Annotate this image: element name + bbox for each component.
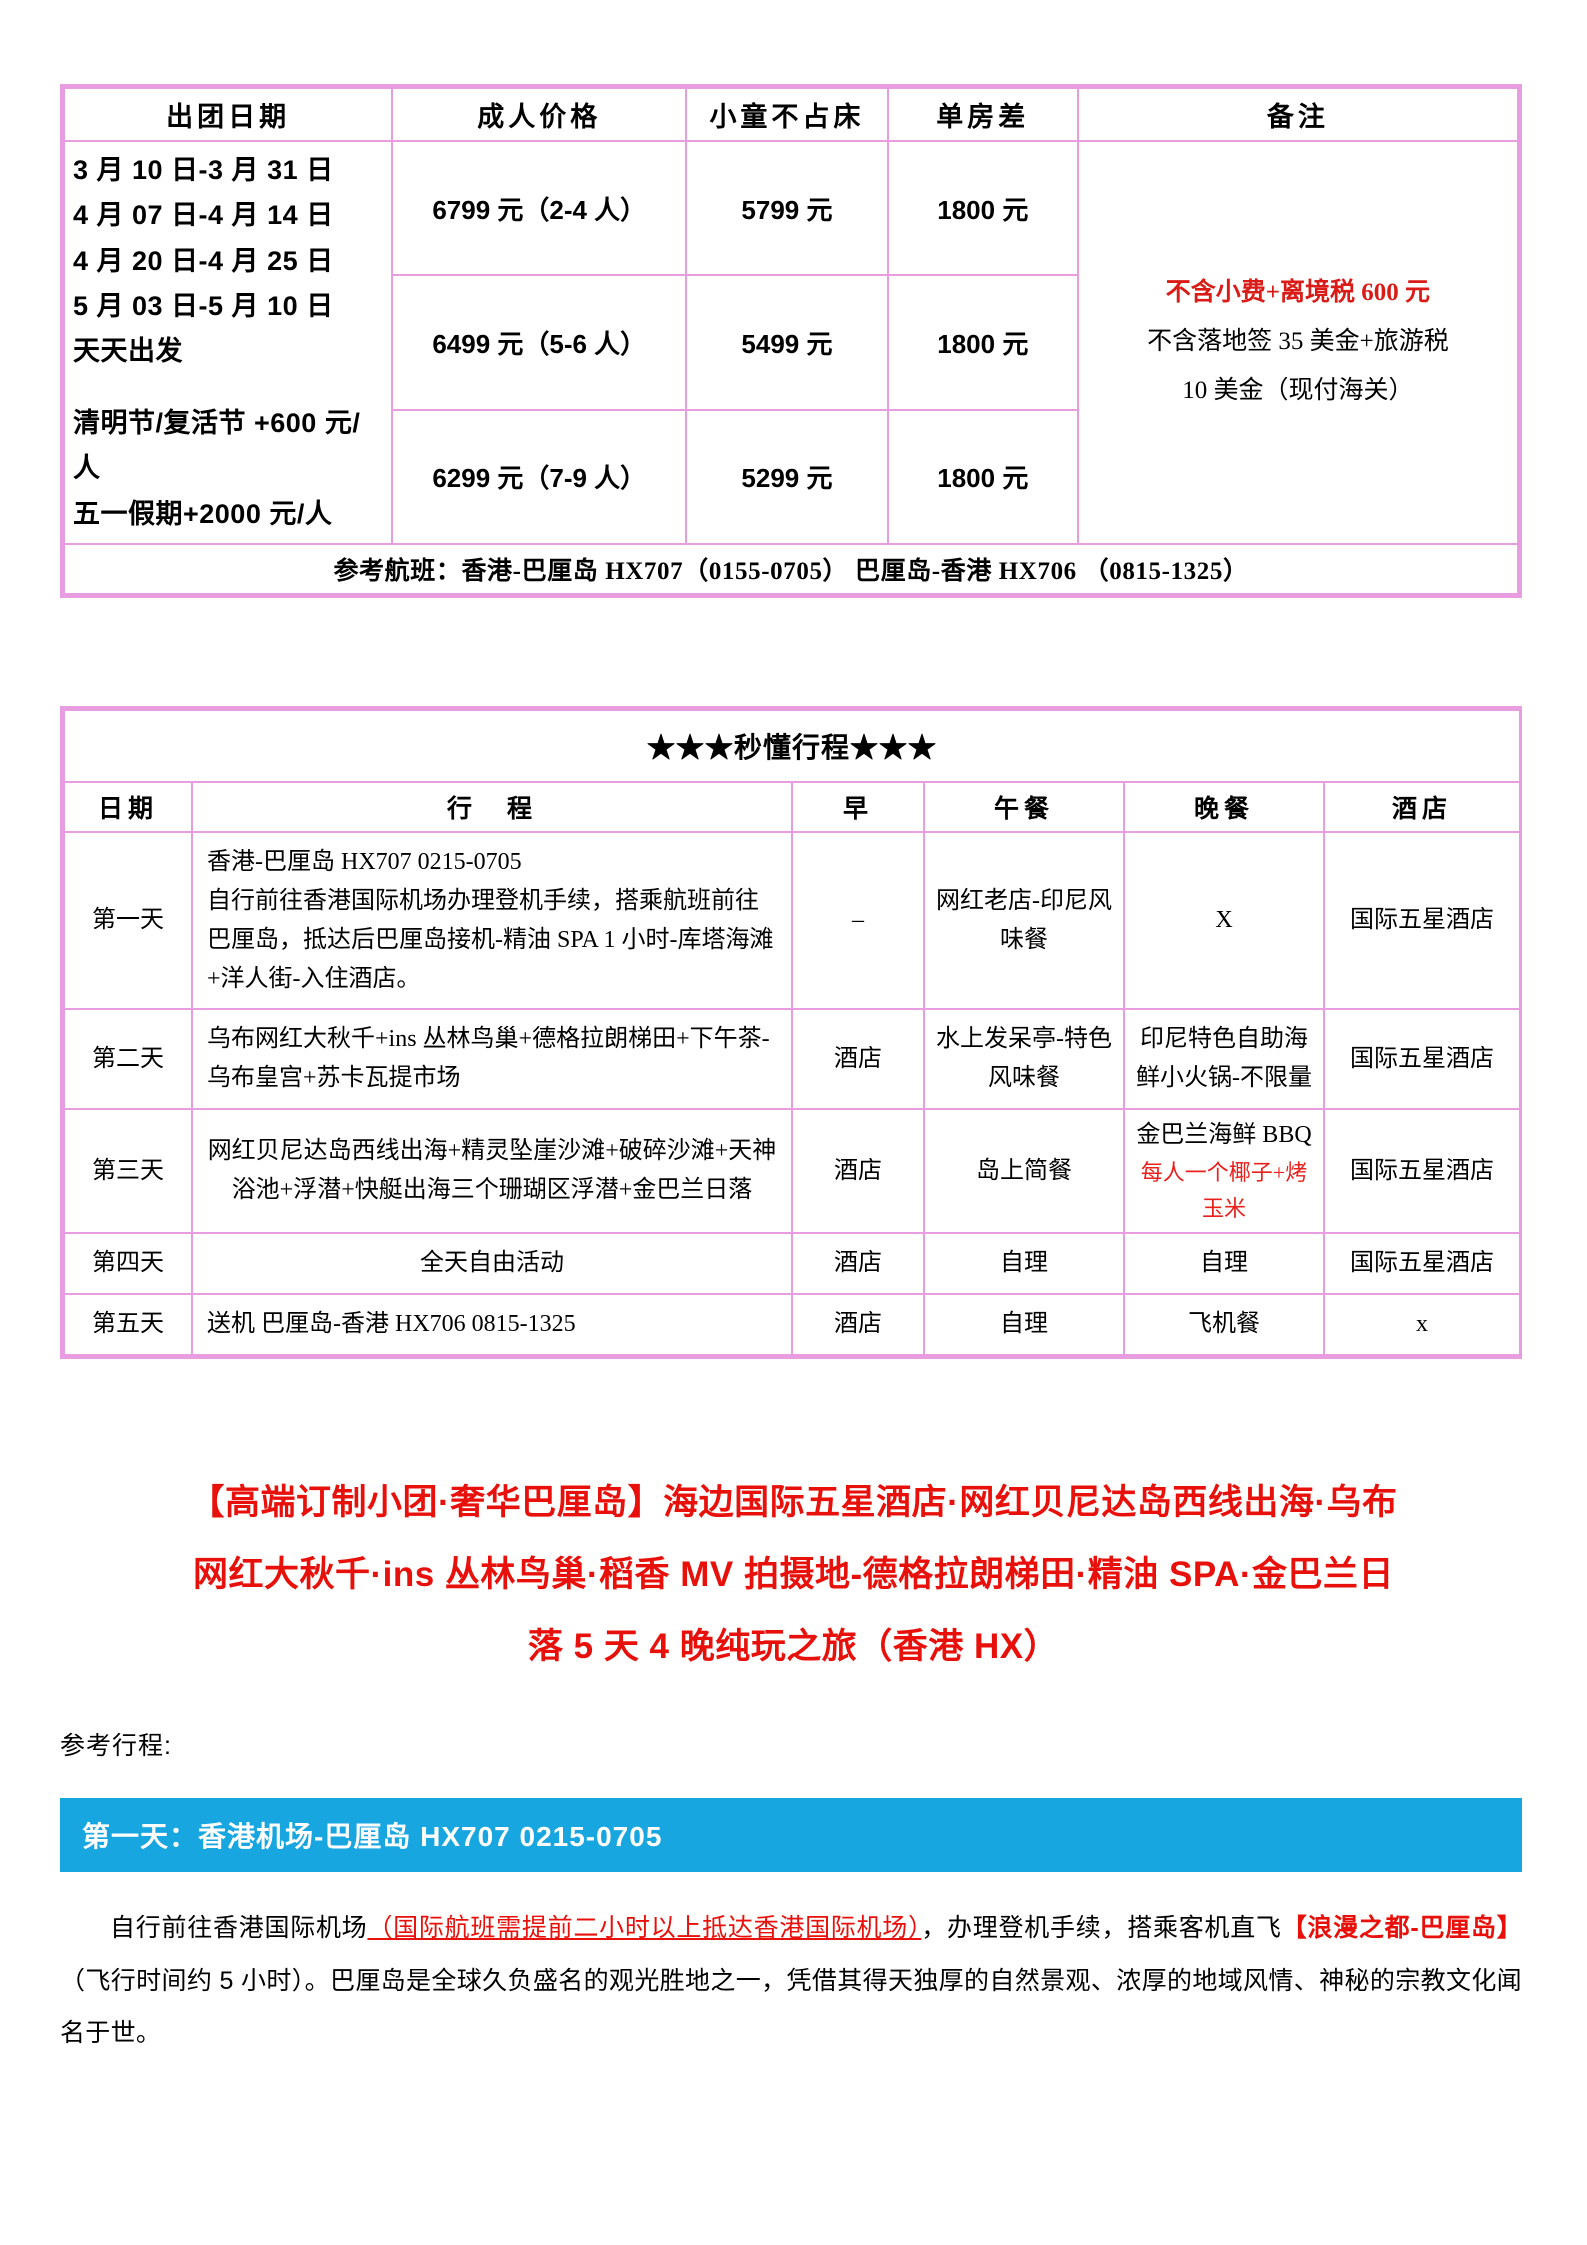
day-one-banner: 第一天：香港机场-巴厘岛 HX707 0215-0705 xyxy=(60,1798,1522,1873)
header-adult-price: 成人价格 xyxy=(391,87,688,142)
day-label: 第三天 xyxy=(63,1108,193,1235)
table-row: 第三天 网红贝尼达岛西线出海+精灵坠崖沙滩+破碎沙滩+天神浴池+浮潜+快艇出海三… xyxy=(63,1108,1522,1235)
dinner-cell: 自理 xyxy=(1123,1232,1325,1296)
para-segment-3: ，办理登机手续，搭乘客机直飞 xyxy=(921,1914,1282,1943)
price-table-frame: 出团日期 成人价格 小童不占床 单房差 备注 3 月 10 日-3 月 31 日… xyxy=(60,84,1522,598)
surcharge-line-1: 清明节/复活节 +600 元/人 xyxy=(73,407,361,484)
table-row: 第五天 送机 巴厘岛-香港 HX706 0815-1325 酒店 自理 飞机餐 … xyxy=(63,1293,1522,1356)
price-row-3: 6299 元（7-9 人） 5299 元 1800 元 xyxy=(64,408,1518,545)
header-child-no-bed: 小童不占床 xyxy=(685,87,889,142)
day-label: 第一天 xyxy=(63,830,193,1011)
lunch-cell: 水上发呆亭-特色风味餐 xyxy=(923,1008,1125,1111)
route-cell: 香港-巴厘岛 HX707 0215-0705 自行前往香港国际机场办理登机手续，… xyxy=(191,830,793,1011)
para-advisory-note: （国际航班需提前二小时以上抵达香港国际机场） xyxy=(367,1914,922,1943)
header-lunch: 午餐 xyxy=(923,780,1125,833)
para-segment-1: 自行前往香港国际机场 xyxy=(110,1914,368,1943)
lunch-cell: 自理 xyxy=(923,1232,1125,1296)
adult-price-1: 6799 元（2-4 人） xyxy=(391,139,688,277)
para-destination-highlight: 【浪漫之都-巴厘岛】 xyxy=(1281,1914,1522,1943)
dinner-cell: 印尼特色自助海鲜小火锅-不限量 xyxy=(1123,1008,1325,1111)
reference-flight-note: 参考航班：香港-巴厘岛 HX707（0155-0705） 巴厘岛-香港 HX70… xyxy=(63,542,1519,595)
dinner-bonus-note: 每人一个椰子+烤玉米 xyxy=(1140,1160,1308,1221)
lunch-cell: 自理 xyxy=(923,1293,1125,1356)
reference-itinerary-label: 参考行程: xyxy=(60,1732,172,1761)
header-hotel: 酒店 xyxy=(1322,780,1522,833)
dinner-cell: 金巴兰海鲜 BBQ 每人一个椰子+烤玉米 xyxy=(1123,1108,1325,1235)
para-segment-5: （飞行时间约 5 小时）。巴厘岛是全球久负盛名的观光胜地之一，凭借其得天独厚的自… xyxy=(60,1966,1522,2048)
price-row-1: 3 月 10 日-3 月 31 日 4 月 07 日-4 月 14 日 4 月 … xyxy=(62,139,1520,545)
date-line-5: 天天出发 xyxy=(73,336,183,367)
headline-line-1: 【高端订制小团·奢华巴厘岛】海边国际五星酒店·网红贝尼达岛西线出海·乌布 xyxy=(189,1483,1398,1522)
single-supp-1: 1800 元 xyxy=(886,139,1079,277)
surcharge-line-2: 五一假期+2000 元/人 xyxy=(73,498,333,529)
date-line-1: 3 月 10 日-3 月 31 日 xyxy=(73,155,334,185)
route-cell: 送机 巴厘岛-香港 HX706 0815-1325 xyxy=(191,1293,793,1356)
header-single-supplement: 单房差 xyxy=(886,87,1079,142)
day-label: 第五天 xyxy=(63,1293,193,1356)
child-price-3: 5299 元 xyxy=(685,408,889,545)
header-departure-date: 出团日期 xyxy=(62,87,394,142)
dinner-cell: 飞机餐 xyxy=(1123,1293,1325,1356)
section-spacer xyxy=(60,598,1527,706)
spacer xyxy=(73,375,383,401)
remark-red-line: 不含小费+离境税 600 元 xyxy=(1165,279,1431,307)
hotel-cell: 国际五星酒店 xyxy=(1322,1008,1522,1111)
single-supp-2: 1800 元 xyxy=(886,274,1079,411)
hotel-cell: 国际五星酒店 xyxy=(1322,830,1522,1011)
hotel-cell: x xyxy=(1322,1293,1522,1356)
route-cell: 全天自由活动 xyxy=(191,1232,793,1296)
lunch-cell: 网红老店-印尼风味餐 xyxy=(923,830,1125,1011)
header-route: 行 程 xyxy=(191,780,793,833)
table-row: 第二天 乌布网红大秋千+ins 丛林鸟巢+德格拉朗梯田+下午茶-乌布皇宫+苏卡瓦… xyxy=(63,1008,1522,1111)
breakfast-cell: 酒店 xyxy=(791,1008,925,1111)
dinner-main: 金巴兰海鲜 BBQ xyxy=(1136,1122,1312,1149)
date-line-3: 4 月 20 日-4 月 25 日 xyxy=(73,245,334,276)
adult-price-3: 6299 元（7-9 人） xyxy=(391,408,688,545)
header-dinner: 晚餐 xyxy=(1123,780,1325,833)
reference-flight-row: 参考航班：香港-巴厘岛 HX707（0155-0705） 巴厘岛-香港 HX70… xyxy=(63,542,1519,595)
remark-line-2: 不含落地签 35 美金+旅游税 xyxy=(1147,328,1449,356)
table-row: 第四天 全天自由活动 酒店 自理 自理 国际五星酒店 xyxy=(63,1232,1522,1296)
child-price-1: 5799 元 xyxy=(685,139,889,277)
header-day: 日期 xyxy=(63,780,193,833)
itinerary-header-row: 日期 行 程 早 午餐 晚餐 酒店 xyxy=(63,780,1522,833)
lunch-cell: 岛上简餐 xyxy=(923,1108,1125,1235)
itinerary-table-frame: ★★★秒懂行程★★★ 日期 行 程 早 午餐 晚餐 酒店 第一天 香港-巴厘岛 … xyxy=(60,705,1522,1359)
breakfast-cell: 酒店 xyxy=(791,1293,925,1356)
day-one-description: 自行前往香港国际机场（国际航班需提前二小时以上抵达香港国际机场），办理登机手续，… xyxy=(60,1902,1522,2060)
header-remarks: 备注 xyxy=(1076,87,1520,142)
itinerary-table: ★★★秒懂行程★★★ 日期 行 程 早 午餐 晚餐 酒店 第一天 香港-巴厘岛 … xyxy=(62,708,1522,1356)
route-line: 香港-巴厘岛 HX707 0215-0705 xyxy=(207,848,522,875)
hotel-cell: 国际五星酒店 xyxy=(1322,1232,1522,1296)
child-price-2: 5499 元 xyxy=(685,274,889,411)
date-line-4: 5 月 03 日-5 月 10 日 xyxy=(73,291,334,322)
single-supp-3: 1800 元 xyxy=(886,408,1079,545)
document-page: 出团日期 成人价格 小童不占床 单房差 备注 3 月 10 日-3 月 31 日… xyxy=(60,84,1527,2060)
adult-price-2: 6499 元（5-6 人） xyxy=(391,274,688,411)
breakfast-cell: – xyxy=(791,830,925,1011)
table-row: 第一天 香港-巴厘岛 HX707 0215-0705 自行前往香港国际机场办理登… xyxy=(63,830,1522,1011)
page-title: 【高端订制小团·奢华巴厘岛】海边国际五星酒店·网红贝尼达岛西线出海·乌布 网红大… xyxy=(60,1467,1527,1682)
route-cell: 乌布网红大秋千+ins 丛林鸟巢+德格拉朗梯田+下午茶-乌布皇宫+苏卡瓦提市场 xyxy=(191,1008,793,1111)
remark-line-3: 10 美金（现付海关） xyxy=(1182,376,1414,404)
route-cell: 网红贝尼达岛西线出海+精灵坠崖沙滩+破碎沙滩+天神浴池+浮潜+快艇出海三个珊瑚区… xyxy=(191,1108,793,1235)
remarks-cell: 不含小费+离境税 600 元 不含落地签 35 美金+旅游税 10 美金（现付海… xyxy=(1076,140,1520,545)
route-line: 自行前往香港国际机场办理登机手续，搭乘航班前往巴厘岛，抵达后巴厘岛接机-精油 S… xyxy=(207,887,774,992)
hotel-cell: 国际五星酒店 xyxy=(1322,1108,1522,1235)
itinerary-title-row: ★★★秒懂行程★★★ xyxy=(62,708,1522,783)
headline-line-2: 网红大秋千·ins 丛林鸟巢·稻香 MV 拍摄地-德格拉朗梯田·精油 SPA·金… xyxy=(192,1554,1395,1594)
day-label: 第二天 xyxy=(63,1008,193,1111)
price-table: 出团日期 成人价格 小童不占床 单房差 备注 3 月 10 日-3 月 31 日… xyxy=(62,87,1520,595)
headline-line-3: 落 5 天 4 晚纯玩之旅（香港 HX） xyxy=(527,1626,1060,1666)
breakfast-cell: 酒店 xyxy=(791,1232,925,1296)
departure-dates-cell: 3 月 10 日-3 月 31 日 4 月 07 日-4 月 14 日 4 月 … xyxy=(62,140,394,545)
date-line-2: 4 月 07 日-4 月 14 日 xyxy=(73,200,334,231)
breakfast-cell: 酒店 xyxy=(791,1108,925,1235)
dinner-cell: X xyxy=(1123,830,1325,1011)
header-breakfast: 早 xyxy=(791,780,925,833)
price-row-2: 6499 元（5-6 人） 5499 元 1800 元 xyxy=(64,274,1518,411)
day-label: 第四天 xyxy=(63,1232,193,1296)
itinerary-title: ★★★秒懂行程★★★ xyxy=(62,708,1522,783)
price-table-header-row: 出团日期 成人价格 小童不占床 单房差 备注 xyxy=(62,87,1520,142)
